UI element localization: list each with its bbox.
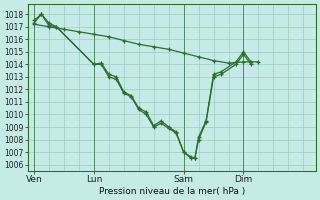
X-axis label: Pression niveau de la mer( hPa ): Pression niveau de la mer( hPa ) <box>99 187 245 196</box>
